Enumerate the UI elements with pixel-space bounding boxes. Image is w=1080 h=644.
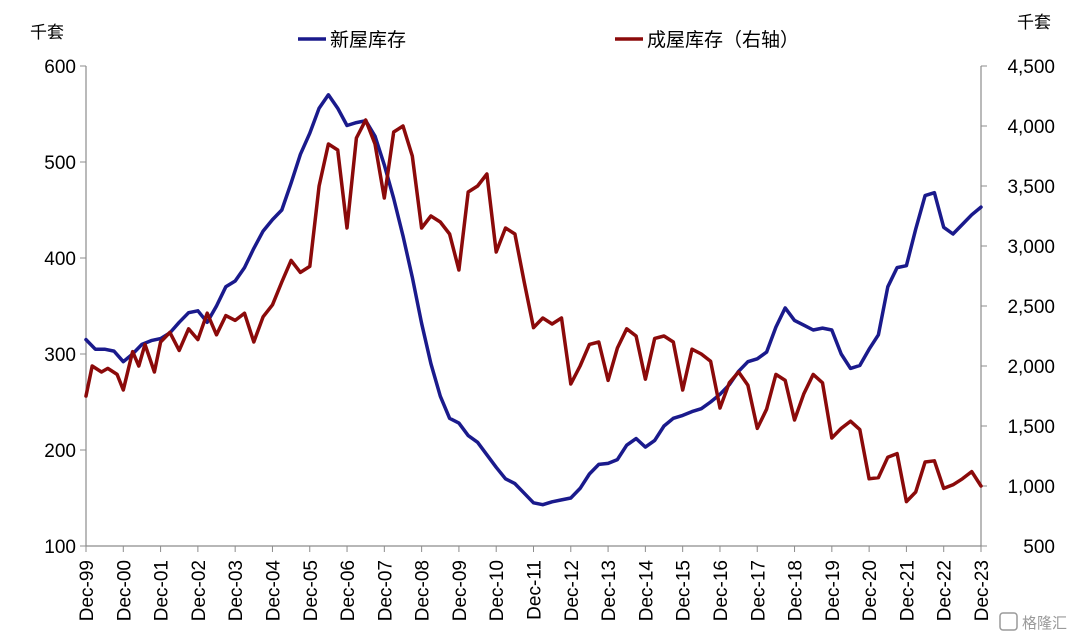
x-tick-label: Dec-03 — [226, 560, 247, 621]
series-line-new-home-inventory — [84, 93, 983, 507]
left-axis-unit: 千套 — [30, 23, 64, 43]
right-tick-label: 4,000 — [1007, 117, 1055, 138]
legend-label-existing-home-inventory: 成屋库存（右轴） — [647, 29, 799, 51]
left-tick-label: 300 — [44, 345, 76, 366]
right-tick-label: 500 — [1023, 537, 1055, 558]
x-tick-label: Dec-16 — [711, 560, 732, 621]
x-tick-label: Dec-19 — [823, 560, 844, 621]
x-tick-label: Dec-21 — [897, 560, 918, 621]
left-tick-label: 500 — [44, 153, 76, 174]
legend: 新屋库存 成屋库存（右轴） — [298, 29, 799, 51]
x-tick-label: Dec-08 — [413, 560, 434, 621]
series-layer — [84, 93, 983, 507]
right-tick-label: 3,500 — [1007, 177, 1055, 198]
right-tick-label: 2,000 — [1007, 357, 1055, 378]
watermark-logo-icon — [999, 612, 1018, 631]
x-tick-label: Dec-06 — [338, 560, 359, 621]
right-tick-label: 1,500 — [1007, 417, 1055, 438]
right-tick-label: 3,000 — [1007, 237, 1055, 258]
watermark-text: 格隆汇 — [1022, 614, 1067, 632]
watermark: 格隆汇 — [999, 612, 1067, 632]
x-tick-label: Dec-12 — [562, 560, 583, 621]
left-tick-label: 100 — [44, 537, 76, 558]
x-axis-ticks: Dec-99 Dec-00 Dec-01 Dec-02 Dec-03 Dec-04 Dec-… — [77, 546, 993, 621]
x-tick-label: Dec-00 — [114, 560, 135, 621]
x-tick-label: Dec-18 — [786, 560, 807, 621]
x-tick-label: Dec-05 — [301, 560, 322, 621]
x-tick-label: Dec-02 — [189, 560, 210, 621]
x-tick-label: Dec-01 — [152, 560, 173, 621]
x-tick-label: Dec-13 — [599, 560, 620, 621]
right-tick-label: 2,500 — [1007, 297, 1055, 318]
x-tick-label: Dec-23 — [972, 560, 993, 621]
left-tick-label: 400 — [44, 249, 76, 270]
x-tick-label: Dec-15 — [674, 560, 695, 621]
x-tick-label: Dec-09 — [450, 560, 471, 621]
right-tick-label: 4,500 — [1007, 57, 1055, 78]
series-line-existing-home-inventory — [84, 118, 983, 504]
x-tick-label: Dec-10 — [487, 560, 508, 621]
axes — [85, 66, 982, 547]
x-tick-label: Dec-22 — [935, 560, 956, 621]
x-tick-label: Dec-17 — [748, 560, 769, 621]
x-tick-label: Dec-04 — [263, 560, 284, 622]
left-axis-ticks: 100 200 300 400 500 600 — [44, 57, 86, 558]
left-tick-label: 200 — [44, 441, 76, 462]
x-tick-label: Dec-11 — [525, 560, 546, 620]
x-tick-label: Dec-14 — [636, 560, 657, 622]
x-tick-label: Dec-99 — [77, 560, 98, 621]
right-axis-ticks: 500 1,000 1,500 2,000 2,500 3,000 3,500 4,000 4,… — [981, 57, 1055, 558]
x-tick-label: Dec-20 — [860, 560, 881, 621]
left-tick-label: 600 — [44, 57, 76, 78]
right-axis-unit: 千套 — [1017, 13, 1051, 33]
legend-label-new-home-inventory: 新屋库存 — [330, 29, 406, 51]
x-tick-label: Dec-07 — [375, 560, 396, 621]
right-tick-label: 1,000 — [1007, 477, 1055, 498]
